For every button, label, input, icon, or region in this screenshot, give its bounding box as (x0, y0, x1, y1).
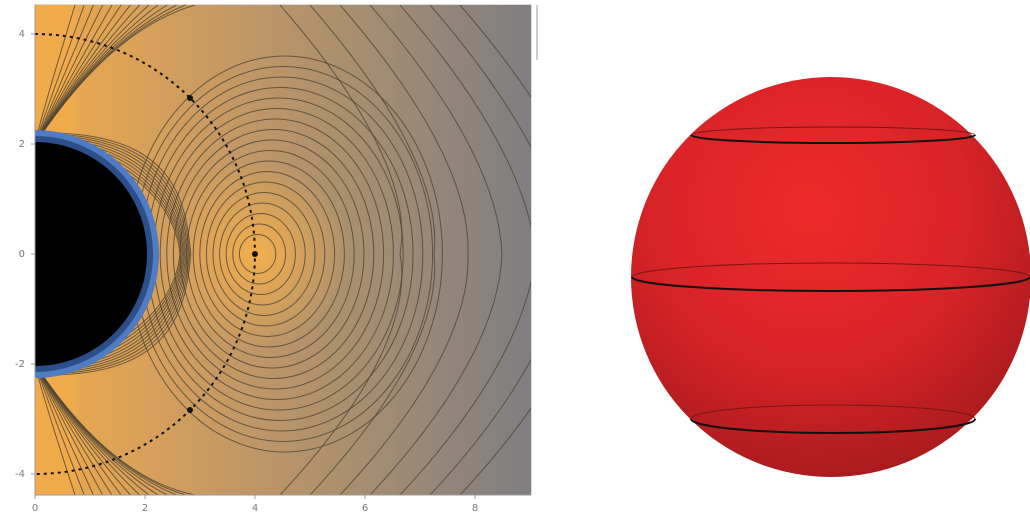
contour-line (35, 135, 189, 373)
contour-line (369, 5, 503, 495)
x-tick-label: 8 (472, 503, 478, 514)
contour-line (279, 5, 403, 495)
y-tick-label: 0 (19, 249, 25, 260)
contour-line (35, 133, 191, 375)
center-point (252, 251, 258, 257)
contour-line (225, 213, 296, 295)
latitude-ring-bottom (690, 404, 976, 434)
contour-line (35, 132, 192, 376)
contour-line (199, 171, 336, 337)
latitude-ring-top (690, 126, 976, 144)
contour-line (429, 5, 531, 495)
contour-line (219, 202, 306, 306)
y-tick-label: -2 (15, 359, 25, 370)
contour-line (399, 5, 531, 495)
x-tick-label: 0 (32, 503, 38, 514)
x-axis-ticks: 0 2 4 6 8 (32, 495, 478, 514)
y-tick-label: 4 (19, 29, 25, 40)
contour-line (205, 181, 326, 327)
latitude-ring-equator (631, 262, 1030, 292)
y-axis-ticks: 4 2 0 -2 -4 (15, 29, 35, 480)
x-tick-label: 2 (142, 503, 148, 514)
contour-line (186, 150, 355, 358)
contour-plot: 4 2 0 -2 -4 0 2 4 6 8 (15, 4, 538, 514)
contour-line (35, 137, 187, 371)
contour-line (172, 129, 375, 379)
contour-line (35, 363, 196, 495)
contour-line (35, 139, 185, 369)
contour-line (212, 192, 316, 316)
contour-line (166, 118, 385, 390)
contour-line (232, 223, 287, 285)
sphere-render (631, 77, 1030, 477)
contour-line (192, 160, 345, 348)
saddle-point-top (187, 95, 193, 101)
sphere (631, 77, 1030, 477)
contour-line (309, 5, 436, 495)
x-tick-label: 4 (252, 503, 258, 514)
x-tick-label: 6 (362, 503, 368, 514)
contour-line (238, 234, 277, 274)
contour-line (159, 108, 394, 400)
y-tick-label: -4 (15, 469, 25, 480)
y-tick-label: 2 (19, 139, 25, 150)
contour-line (339, 5, 469, 495)
contour-line (35, 5, 196, 145)
black-hole-region (35, 142, 147, 366)
contour-line (35, 138, 186, 370)
contour-line (35, 136, 188, 372)
saddle-point-bottom (187, 407, 193, 413)
